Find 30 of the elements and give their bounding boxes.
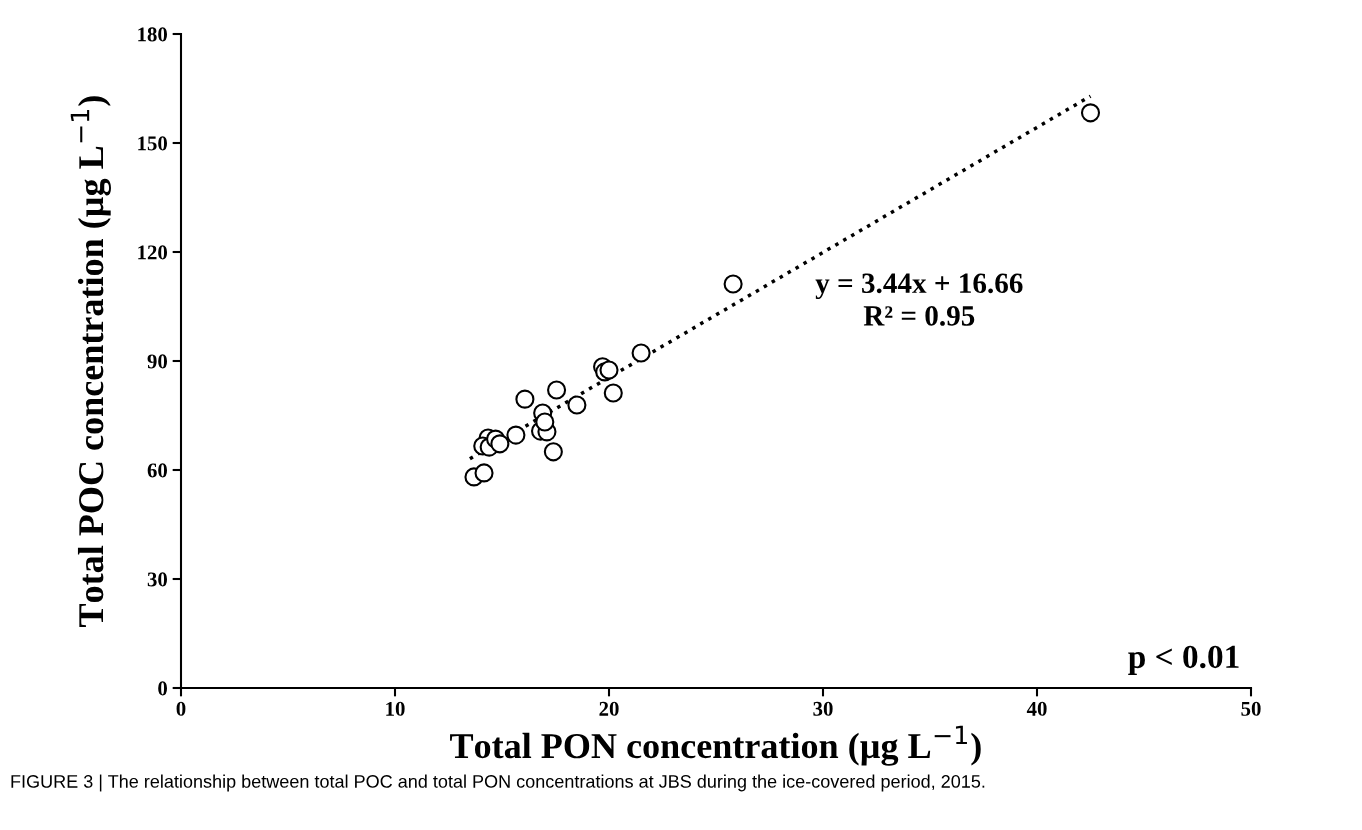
annotation: p < 0.01 (1128, 645, 1239, 675)
point (603, 383, 623, 403)
x-tick-label: 10 (386, 701, 405, 716)
x-tick-label: 50 (1241, 701, 1261, 716)
point (723, 274, 743, 294)
x-tick-label: 40 (1026, 701, 1047, 716)
y-tick-label: 30 (147, 572, 168, 587)
point (506, 425, 526, 445)
point (474, 463, 494, 483)
caption: FIGURE 3 | The relationship between total POC and total PON concentrations at JBS during the ice-covered period, 2015. (11, 774, 985, 792)
x-tick-label: 0 (176, 701, 186, 716)
y-tick-label: 60 (147, 463, 168, 478)
point (515, 389, 535, 409)
point (543, 442, 563, 462)
point (535, 412, 555, 432)
y-tick-label: 180 (138, 27, 168, 42)
x-tick-label: 30 (813, 701, 833, 716)
point (1080, 103, 1101, 123)
y-tick-label: 150 (138, 136, 168, 151)
annotation: y = 3.44x + 16.66 R² = 0.95 (815, 273, 1023, 326)
y-tick-label: 120 (138, 245, 168, 260)
x-axis-title: Total PON concentration (µg L$^{−1}$) (450, 725, 981, 766)
point (490, 434, 510, 454)
x-tick-label: 20 (599, 701, 619, 716)
y-tick-label: 0 (158, 681, 168, 696)
y-axis-title: Total POC concentration (µg L$^{−1}$) (70, 96, 111, 627)
point (631, 343, 651, 363)
point (547, 380, 567, 400)
point (567, 395, 587, 415)
y-tick-label: 90 (147, 354, 168, 369)
